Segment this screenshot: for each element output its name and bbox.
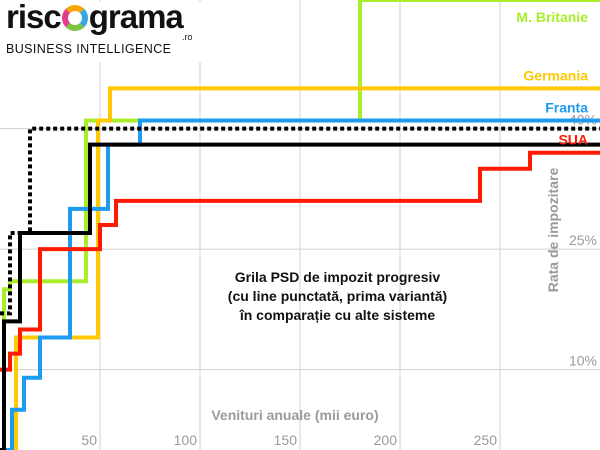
series-label-germania: Germania — [523, 67, 588, 83]
riscograma-logo: risc grama .ro BUSINESS INTELLIGENCE — [4, 0, 204, 62]
axis-labels: Rata de impozitare Venituri anuale (mii … — [211, 168, 561, 423]
y-tick-label: 25% — [569, 232, 597, 248]
annotation-line-2: (cu line punctată, prima variantă) — [227, 288, 448, 304]
x-tick-label: 150 — [274, 432, 298, 448]
x-tick-label: 100 — [174, 432, 198, 448]
series-label-m-britanie: M. Britanie — [516, 9, 588, 25]
logo-ring-icon — [61, 5, 88, 31]
logo-tagline: BUSINESS INTELLIGENCE — [6, 42, 172, 56]
series-label-franta: Franta — [545, 100, 588, 116]
annotation-line-1: Grila PSD de impozit progresiv — [234, 269, 441, 285]
x-tick-label: 200 — [374, 432, 398, 448]
x-axis-title: Venituri anuale (mii euro) — [211, 407, 378, 423]
logo-domain-suffix: .ro — [182, 32, 193, 42]
y-axis-title: Rata de impozitare — [545, 168, 561, 293]
x-tick-label: 50 — [81, 432, 97, 448]
y-tick-label: 10% — [569, 353, 597, 369]
annotation-line-3: în comparație cu alte sisteme — [239, 307, 436, 323]
series-line-unlabeled-4 — [0, 142, 600, 450]
logo-wordmark: risc grama — [6, 0, 184, 35]
series-label-sua: SUA — [558, 132, 588, 148]
series-labels: M. Britanie Germania Franta SUA — [516, 9, 588, 148]
chart-annotation: Grila PSD de impozit progresiv (cu line … — [205, 268, 470, 325]
series-line-sua — [0, 150, 600, 372]
x-tick-label: 250 — [474, 432, 498, 448]
